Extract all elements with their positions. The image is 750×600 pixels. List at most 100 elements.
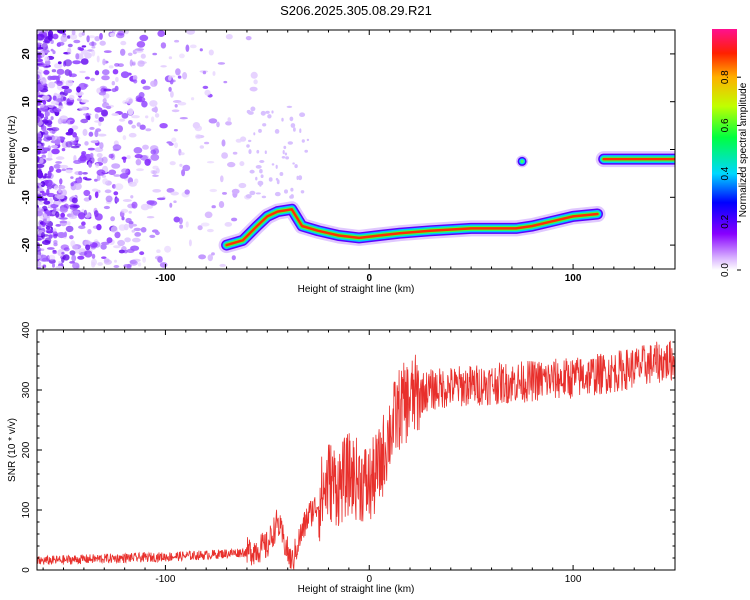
noise-speck (238, 182, 247, 189)
noise-speck (69, 33, 78, 40)
x-tick-label: -100 (155, 273, 175, 284)
noise-speck (202, 70, 207, 75)
noise-speck (118, 249, 125, 254)
noise-speck (245, 36, 252, 41)
noise-speck (87, 229, 92, 235)
noise-speck (264, 150, 267, 154)
noise-speck (59, 115, 68, 122)
noise-speck (46, 228, 53, 233)
noise-speck (103, 259, 112, 265)
noise-speck (121, 168, 129, 174)
noise-speck (118, 118, 126, 122)
noise-speck (127, 120, 133, 125)
noise-speck (76, 86, 81, 93)
noise-speck (159, 123, 168, 129)
noise-speck (91, 45, 96, 49)
noise-speck (150, 153, 160, 161)
noise-speck (96, 173, 101, 182)
noise-speck (101, 109, 108, 117)
noise-speck (115, 197, 120, 203)
noise-speck (185, 221, 189, 228)
noise-speck (50, 116, 54, 121)
noise-speck (82, 172, 88, 175)
noise-speck (123, 249, 128, 254)
noise-speck (58, 105, 64, 110)
noise-speck (88, 41, 97, 47)
noise-speck (37, 90, 40, 98)
noise-speck (119, 173, 129, 179)
noise-speck (199, 145, 204, 149)
noise-speck (94, 213, 103, 221)
noise-speck (108, 169, 117, 176)
noise-speck (37, 201, 44, 205)
noise-speck (285, 156, 289, 160)
spectral-spot (520, 159, 524, 163)
noise-speck (72, 132, 77, 138)
noise-speck (111, 81, 116, 86)
noise-speck (128, 210, 132, 214)
noise-speck (44, 56, 50, 62)
noise-speck (218, 201, 225, 208)
noise-speck (133, 147, 143, 154)
noise-speck (292, 162, 295, 165)
noise-speck (50, 203, 59, 209)
noise-speck (160, 65, 167, 68)
noise-speck (37, 156, 40, 163)
noise-speck (168, 56, 173, 60)
noise-speck (140, 53, 146, 59)
noise-speck (61, 189, 67, 197)
noise-speck (279, 172, 284, 176)
noise-speck (123, 264, 132, 268)
noise-speck (37, 116, 40, 123)
noise-speck (94, 36, 100, 42)
noise-speck (157, 256, 163, 263)
noise-speck (82, 128, 88, 136)
noise-speck (95, 128, 102, 132)
noise-speck (204, 89, 211, 96)
noise-speck (101, 241, 110, 245)
noise-speck (271, 163, 275, 166)
noise-speck (133, 227, 142, 232)
noise-speck (102, 58, 106, 66)
noise-speck (200, 222, 210, 227)
noise-speck (43, 85, 47, 90)
colorbar-tick-label: 0.4 (720, 166, 731, 180)
noise-speck (255, 165, 262, 169)
x-tick-label: 0 (366, 273, 372, 284)
noise-speck (62, 96, 67, 101)
noise-speck (83, 197, 91, 202)
noise-speck (246, 109, 251, 114)
noise-speck (281, 117, 284, 122)
noise-speck (88, 194, 92, 201)
noise-speck (112, 144, 122, 151)
noise-speck (136, 41, 146, 48)
noise-speck (123, 223, 129, 231)
noise-speck (37, 260, 42, 267)
noise-speck (81, 45, 87, 48)
noise-speck (44, 116, 49, 120)
noise-speck (132, 75, 138, 81)
noise-speck (53, 92, 58, 96)
noise-speck (72, 245, 79, 250)
noise-speck (89, 156, 95, 164)
noise-speck (122, 199, 132, 202)
noise-speck (179, 163, 183, 167)
noise-speck (127, 52, 133, 56)
noise-speck (94, 191, 99, 199)
noise-speck (51, 127, 60, 132)
noise-speck (43, 200, 51, 205)
noise-speck (99, 142, 104, 149)
noise-speck (113, 191, 119, 196)
noise-speck (174, 142, 178, 149)
noise-speck (72, 60, 81, 65)
noise-speck (55, 156, 65, 160)
noise-speck (59, 207, 68, 213)
noise-speck (95, 163, 100, 168)
noise-speck (290, 194, 294, 199)
noise-speck (58, 261, 62, 264)
noise-speck (53, 240, 58, 244)
noise-speck (37, 55, 42, 59)
noise-speck (49, 75, 59, 80)
noise-speck (179, 152, 185, 156)
noise-speck (45, 226, 51, 230)
